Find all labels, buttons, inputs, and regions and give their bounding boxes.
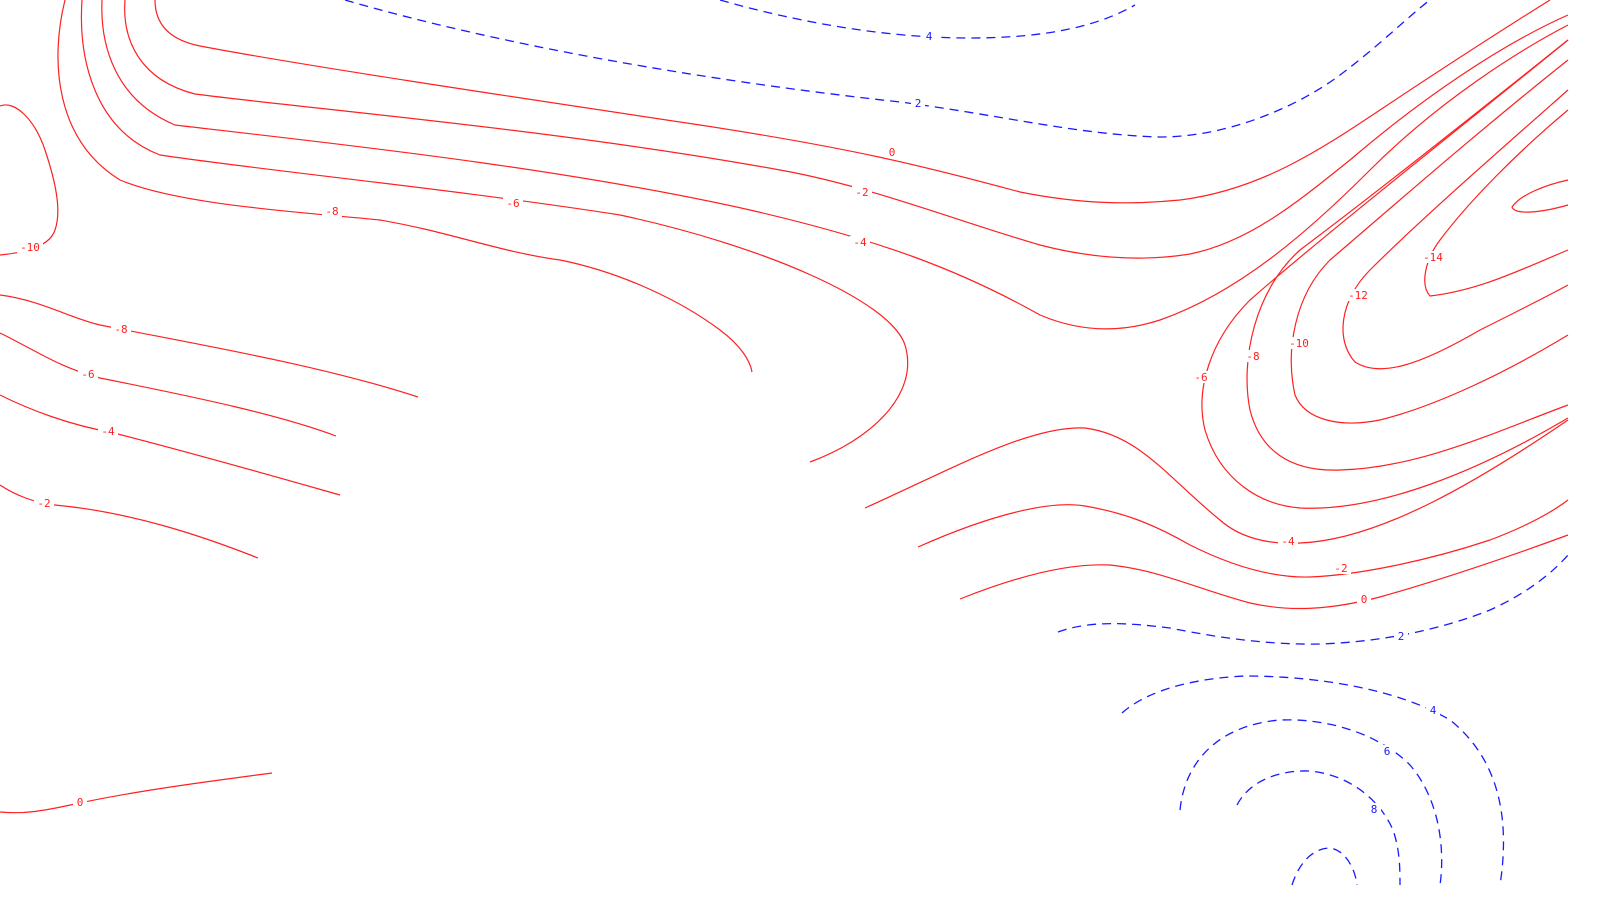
svg-text:-8: -8 (325, 205, 338, 218)
contour-bottom-plus8 (1236, 770, 1401, 886)
svg-text:-10: -10 (1289, 337, 1309, 350)
label-neg-right-minus8: -8 (1243, 350, 1263, 363)
contour-top-minus8 (57, 0, 753, 373)
contour-top-minus6 (80, 0, 909, 463)
svg-text:-2: -2 (37, 497, 50, 510)
svg-text:6: 6 (1384, 745, 1391, 758)
label-neg-right-minus2: -2 (1331, 562, 1351, 575)
label-neg-bottom-0: 0 (73, 796, 87, 809)
label-neg-left-minus6: -6 (78, 368, 98, 381)
svg-text:-10: -10 (20, 241, 40, 254)
label-neg-left-minus8: -8 (111, 323, 131, 336)
contour-top-minus2 (124, 0, 1569, 259)
svg-text:-6: -6 (506, 197, 519, 210)
label-pos-top-4: 4 (922, 30, 936, 43)
contour-bottom-plus6 (1179, 719, 1443, 886)
svg-text:-4: -4 (101, 425, 115, 438)
contour-top-plus2 (344, 0, 1431, 138)
contour-labels: 4 2 0 -2 -4 -6 -8 -10 -8 -6 -4 -2 0 -14 … (17, 30, 1446, 816)
label-neg-right-minus12: -12 (1345, 289, 1371, 302)
svg-text:0: 0 (889, 146, 896, 159)
svg-text:2: 2 (1398, 630, 1405, 643)
label-neg-right-0: 0 (1357, 593, 1371, 606)
contour-right-minus14b (1424, 109, 1569, 297)
contour-top-plus4 (719, 0, 1136, 39)
svg-text:-4: -4 (1281, 535, 1295, 548)
label-neg-right-minus14: -14 (1420, 251, 1446, 264)
contour-left-minus2 (0, 484, 259, 559)
contour-right-minus6 (864, 419, 1569, 544)
contour-right-minus14a (1511, 179, 1569, 213)
svg-text:4: 4 (1430, 704, 1437, 717)
contour-right-minus6-loop (1201, 39, 1569, 509)
contour-left-minus4 (0, 394, 341, 496)
contour-top-0 (154, 0, 1551, 204)
contour-bottom-left-0 (0, 772, 273, 814)
contour-right-minus10 (1290, 59, 1569, 424)
contour-bottom-plus2 (1057, 554, 1569, 645)
svg-text:-8: -8 (1246, 350, 1259, 363)
label-neg-top-0: 0 (885, 146, 899, 159)
contour-right-minus2 (959, 534, 1569, 610)
contour-left-minus6 (0, 332, 337, 437)
label-pos-bottom-6: 6 (1380, 745, 1394, 758)
svg-text:-6: -6 (1194, 371, 1207, 384)
label-neg-left-minus4: -4 (98, 425, 118, 438)
label-neg-left-minus2: -2 (34, 497, 54, 510)
label-neg-top-minus4: -4 (850, 236, 870, 249)
contour-top-minus4 (101, 0, 1569, 330)
contour-bottom-plus10 (1291, 847, 1358, 886)
label-pos-bottom-2: 2 (1394, 630, 1408, 643)
contour-bottom-plus4 (1121, 675, 1505, 886)
svg-text:2: 2 (915, 97, 922, 110)
label-pos-top-2: 2 (911, 97, 925, 110)
contour-left-minus8 (0, 294, 419, 398)
label-neg-left-minus10: -10 (17, 241, 43, 254)
svg-text:-2: -2 (1334, 562, 1347, 575)
svg-text:-2: -2 (855, 186, 868, 199)
label-neg-top-minus8: -8 (322, 205, 342, 218)
svg-text:0: 0 (77, 796, 84, 809)
svg-text:-6: -6 (81, 368, 94, 381)
svg-text:-14: -14 (1423, 251, 1443, 264)
svg-text:-12: -12 (1348, 289, 1368, 302)
label-neg-top-minus6: -6 (503, 197, 523, 210)
svg-text:-4: -4 (853, 236, 867, 249)
label-neg-right-minus4: -4 (1278, 535, 1298, 548)
contour-left-minus10 (0, 104, 59, 256)
label-pos-bottom-4: 4 (1426, 704, 1440, 717)
svg-text:0: 0 (1361, 593, 1368, 606)
contour-right-minus8 (1246, 39, 1569, 471)
svg-text:8: 8 (1371, 803, 1378, 816)
label-neg-right-minus6: -6 (1191, 371, 1211, 384)
svg-text:-8: -8 (114, 323, 127, 336)
contour-right-minus4 (917, 499, 1569, 578)
label-neg-top-minus2: -2 (852, 186, 872, 199)
contour-right-minus12 (1342, 89, 1569, 370)
label-pos-bottom-8: 8 (1367, 803, 1381, 816)
label-neg-right-minus10: -10 (1286, 337, 1312, 350)
svg-text:4: 4 (926, 30, 933, 43)
